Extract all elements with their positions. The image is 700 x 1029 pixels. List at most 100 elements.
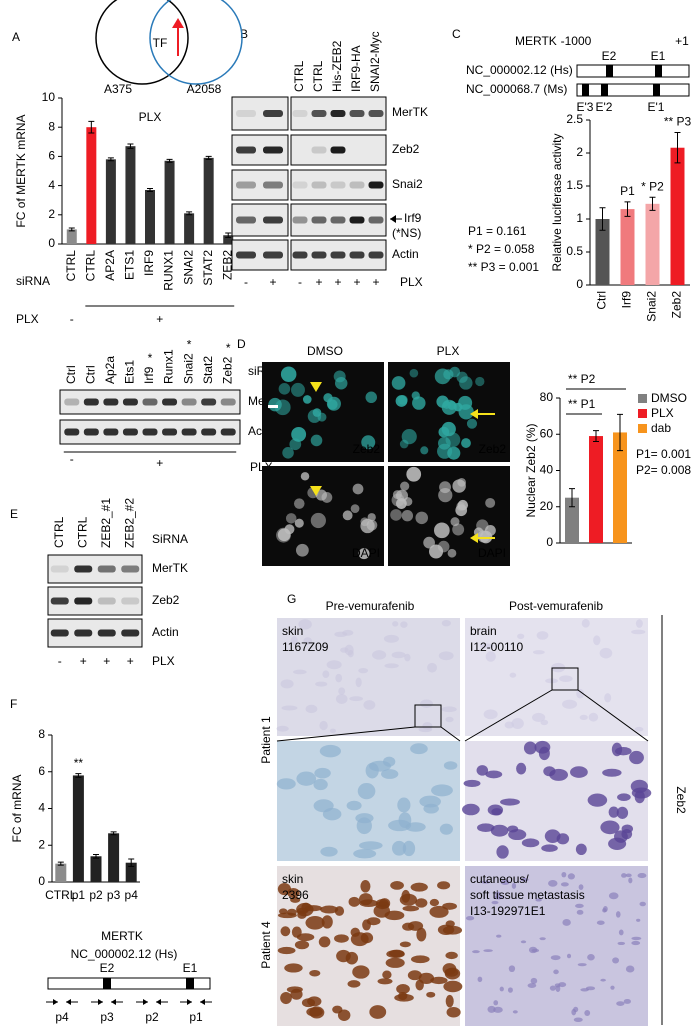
lane-label: Stat2 xyxy=(201,356,215,384)
panel-label: A xyxy=(12,30,20,44)
tissue-cell xyxy=(347,980,361,988)
row-label: Actin xyxy=(152,625,179,639)
p-value: * P2 = 0.058 xyxy=(468,242,535,256)
lane-label: IRF9-HA xyxy=(349,45,363,92)
tissue-cell xyxy=(281,705,298,711)
blot-band xyxy=(103,428,119,436)
y-tick-label: 60 xyxy=(540,426,554,440)
tissue-cell xyxy=(322,670,330,679)
blot-band xyxy=(122,428,138,436)
arrow-head xyxy=(200,999,205,1005)
tissue-cell xyxy=(631,936,642,941)
tissue-cell xyxy=(442,902,458,910)
bar xyxy=(55,863,67,882)
lane-label: CTRL xyxy=(75,516,89,548)
tissue-cell xyxy=(294,940,310,950)
promoter-box xyxy=(576,64,690,78)
blot-frame xyxy=(290,134,387,166)
blot-band xyxy=(349,251,365,259)
tissue-cell xyxy=(631,940,641,946)
cell xyxy=(307,409,322,423)
note: P1= 0.001 xyxy=(636,447,691,461)
bar xyxy=(108,833,120,882)
blot-band xyxy=(292,216,308,224)
tissue-cell xyxy=(534,740,551,754)
blot-band xyxy=(236,216,256,224)
bar xyxy=(125,862,137,882)
tissue-cell xyxy=(358,667,369,674)
blot-band xyxy=(121,629,140,637)
lane-label: Irf9 xyxy=(142,366,156,384)
tissue-cell xyxy=(539,937,546,941)
tissue-cell xyxy=(500,798,520,806)
cell xyxy=(291,382,305,397)
tissue-cell xyxy=(303,637,313,645)
bar xyxy=(565,497,579,543)
cell xyxy=(452,523,465,536)
y-tick-label: 80 xyxy=(540,390,554,404)
blot-band xyxy=(368,181,384,189)
bar-label: * P2 xyxy=(641,179,664,193)
tissue-cell xyxy=(390,881,404,890)
tissue-cell xyxy=(600,820,620,835)
tissue-cell xyxy=(369,1005,387,1019)
blot-band xyxy=(220,428,236,436)
treatment-sign: - xyxy=(298,275,302,289)
error-bar xyxy=(75,773,82,778)
error-bar xyxy=(569,488,575,508)
lane-label: Snai2 xyxy=(181,353,195,384)
tissue-cell xyxy=(439,823,453,835)
y-tick-label: 10 xyxy=(42,90,56,104)
bar-label: ** P3 xyxy=(664,115,692,129)
legend-swatch xyxy=(638,394,647,403)
blot-band xyxy=(330,251,346,259)
cell xyxy=(412,396,426,410)
gene-name: MERTK xyxy=(101,929,143,943)
error-bar xyxy=(127,143,134,149)
y-tick-label: 8 xyxy=(48,119,55,133)
x-tick-label: ETS1 xyxy=(123,250,137,280)
venn-label: A2058 xyxy=(187,82,222,96)
row-label: MerTK xyxy=(392,105,428,119)
sample-label: skin xyxy=(282,624,303,638)
error-bar xyxy=(88,120,95,134)
panel-label: G xyxy=(287,592,296,606)
tissue-cell xyxy=(399,941,411,948)
primer-label: p4 xyxy=(55,1010,69,1024)
tissue-cell xyxy=(500,879,510,885)
error-bar xyxy=(128,858,135,867)
tissue-cell xyxy=(575,843,587,856)
tissue-cell xyxy=(634,790,645,804)
cell xyxy=(437,540,450,553)
arrow-head xyxy=(66,999,71,1005)
tissue-cell xyxy=(280,926,291,937)
treatment-sign: - xyxy=(244,275,248,289)
column-label: Pre-vemurafenib xyxy=(326,599,415,613)
bar xyxy=(145,189,155,244)
tissue-cell xyxy=(389,949,405,958)
y-tick-label: 2 xyxy=(48,207,55,221)
tissue-cell xyxy=(372,650,387,660)
venn-circle xyxy=(149,0,243,85)
tissue-cell xyxy=(611,742,623,757)
cell xyxy=(447,548,457,558)
tissue-cell xyxy=(329,728,337,734)
coordinate: +1 xyxy=(675,34,689,48)
tissue-cell xyxy=(481,880,491,884)
cell xyxy=(361,435,376,450)
cell xyxy=(358,548,370,560)
tissue-cell xyxy=(277,946,296,955)
cell xyxy=(485,497,496,508)
cell xyxy=(278,383,291,395)
treatment-sign: - xyxy=(70,452,74,466)
tissue-cell xyxy=(560,882,569,887)
coordinate: -1000 xyxy=(561,34,592,48)
tissue-cell xyxy=(596,920,605,925)
tissue-cell xyxy=(334,906,345,916)
blot-band xyxy=(263,251,283,259)
tissue-cell xyxy=(479,643,494,649)
accession: NC_000068.7 (Ms) xyxy=(466,82,567,96)
tissue-cell xyxy=(430,976,448,985)
y-tick-label: 0 xyxy=(576,277,583,291)
treatment-sign: + xyxy=(156,456,163,470)
